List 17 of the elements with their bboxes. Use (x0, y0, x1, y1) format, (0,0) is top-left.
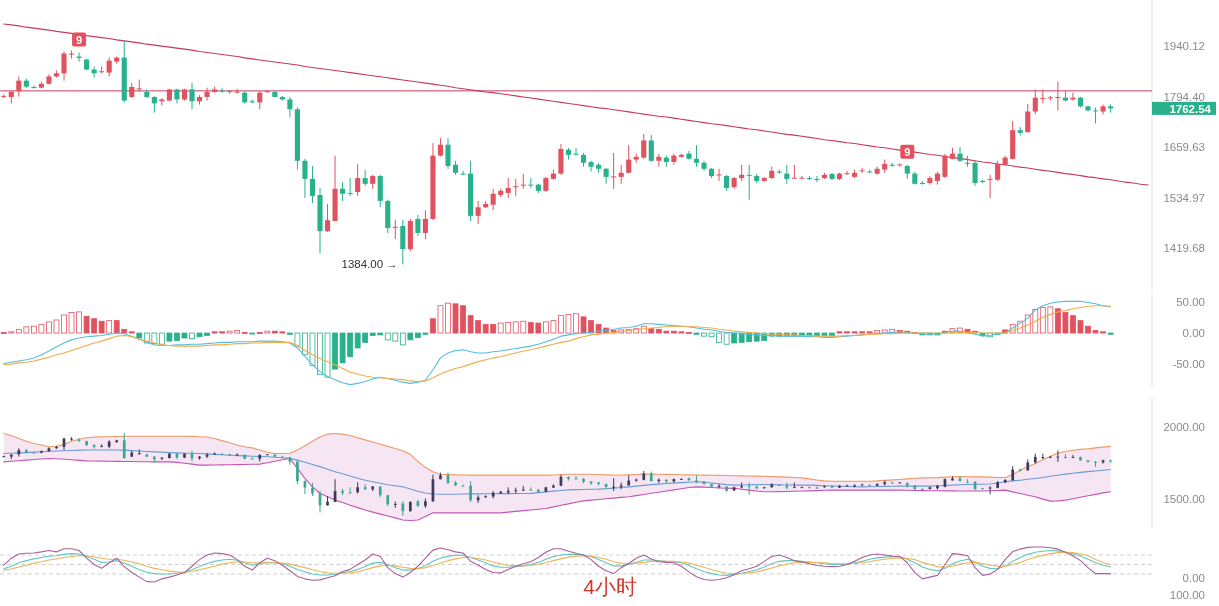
value-label: 1384.00 → (341, 258, 398, 271)
signal-label: 9 (72, 32, 87, 47)
tick-label: 1794.40 (1163, 90, 1205, 103)
tick-label: 1534.97 (1163, 191, 1205, 204)
caption: 4小时 (583, 574, 637, 598)
axis-note: 100.00 (1169, 589, 1205, 601)
axis-note: 0.00 (1182, 572, 1205, 584)
tick-label: 50.00 (1176, 295, 1205, 308)
tick-label: -50.00 (1172, 358, 1205, 371)
signal-label: 9 (900, 144, 915, 159)
tick-label: 1500.00 (1163, 493, 1205, 506)
tick-label: 2000.00 (1163, 420, 1205, 433)
tick-label: 1940.12 (1163, 40, 1205, 53)
tick-label: 1419.68 (1163, 241, 1205, 254)
tick-label: 1659.63 (1163, 141, 1205, 154)
tick-label: 0.00 (1182, 327, 1205, 340)
last-price-tag: 1762.54 (1152, 101, 1216, 115)
